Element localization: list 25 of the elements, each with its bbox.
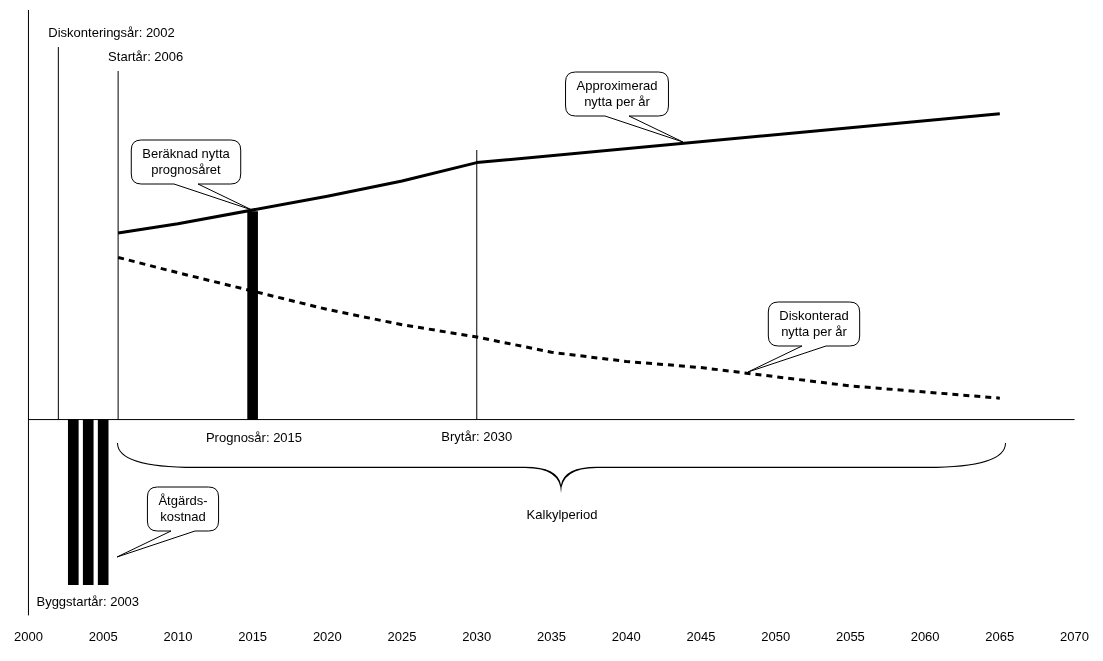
x-tick-label: 2030 [462,628,492,644]
x-tick-label: 2035 [537,628,566,644]
x-tick-label: 2065 [985,628,1015,644]
x-tick-label: 2050 [761,628,791,644]
ref-line-label: Startår: 2006 [108,48,184,64]
annotation: Prognosår: 2015 [205,429,303,445]
annotation: Brytår: 2030 [441,429,513,445]
annotation: Beräknad nytta prognosåret [142,145,231,177]
x-tick-label: 2010 [163,628,193,644]
x-tick-label: 2000 [14,628,43,644]
x-tick-label: 2025 [387,628,417,644]
annotation: Byggstartår: 2003 [36,594,140,610]
x-tick-label: 2020 [312,628,342,644]
x-tick-label: 2015 [238,628,268,644]
x-tick-label: 2045 [686,628,716,644]
x-tick-label: 2070 [1060,628,1089,644]
annotation: Diskonterad nytta per år [779,307,849,339]
text: Approximerad nytta per år [576,77,658,109]
annotation: Kalkylperiod [526,506,598,522]
x-tick-label: 2055 [835,628,865,644]
annotation: Åtgärds-kostnad [158,492,208,524]
x-tick-label: 2060 [910,628,940,644]
ref-line-label: Diskonteringsår: 2002 [48,24,175,40]
x-tick-label: 2040 [611,628,641,644]
x-tick-label: 2005 [88,628,118,644]
